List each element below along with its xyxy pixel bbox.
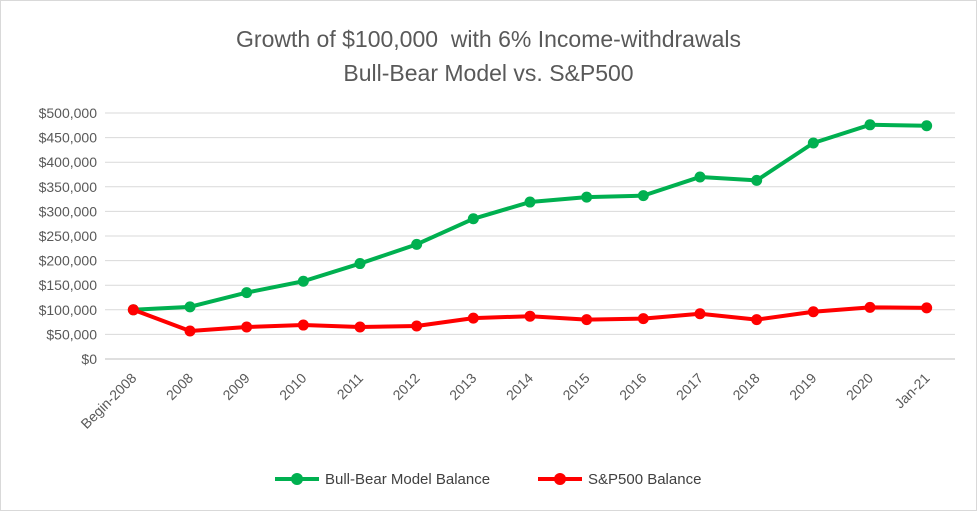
x-tick-label: 2013: [446, 370, 479, 403]
data-point-sp500: [127, 304, 139, 316]
legend-item-bull-bear: Bull-Bear Model Balance: [275, 468, 490, 490]
y-axis: $0 $50,000 $100,000 $150,000 $200,000 $250,00…: [39, 105, 98, 367]
data-point-sp500: [184, 325, 196, 337]
data-point-bull-bear: [354, 258, 366, 270]
data-point-sp500: [524, 310, 536, 322]
x-tick-label: Jan-21: [891, 370, 933, 412]
data-point-bull-bear: [921, 120, 933, 132]
x-tick-label: 2015: [559, 370, 592, 403]
y-tick-label: $250,000: [39, 228, 98, 244]
chart-title-block: Growth of $100,000 with 6% Income-withdr…: [0, 22, 977, 90]
data-point-sp500: [411, 320, 423, 332]
y-tick-label: $50,000: [46, 326, 97, 342]
data-point-sp500: [694, 308, 706, 320]
data-point-bull-bear: [411, 238, 423, 250]
data-point-bull-bear: [467, 213, 479, 225]
data-point-bull-bear: [297, 275, 309, 287]
data-point-sp500: [807, 306, 819, 318]
chart-title: Growth of $100,000 with 6% Income-withdr…: [236, 26, 741, 52]
data-point-bull-bear: [581, 191, 593, 203]
data-point-sp500: [241, 321, 253, 333]
x-tick-label: 2008: [163, 370, 196, 403]
data-point-bull-bear: [807, 137, 819, 149]
x-tick-label: 2020: [843, 370, 876, 403]
gridlines: [105, 112, 955, 360]
data-point-sp500: [864, 301, 876, 313]
x-tick-label: 2016: [616, 370, 649, 403]
data-point-sp500: [467, 312, 479, 324]
data-point-bull-bear: [694, 171, 706, 183]
x-tick-label: Begin-2008: [77, 370, 139, 432]
chart-subtitle: Bull-Bear Model vs. S&P500: [343, 60, 634, 86]
y-tick-label: $450,000: [39, 130, 98, 146]
y-tick-label: $200,000: [39, 253, 98, 269]
x-tick-label: 2009: [219, 370, 252, 403]
x-axis: Begin-2008 2008 2009 2010 2011 2012 2013 2014 20…: [77, 370, 932, 432]
data-point-bull-bear: [184, 301, 196, 313]
y-tick-label: $300,000: [39, 203, 98, 219]
data-point-sp500: [751, 314, 763, 326]
series-line-bull-bear: [131, 122, 929, 312]
x-tick-label: 2010: [276, 370, 309, 403]
legend: Bull-Bear Model Balance S&P500 Balance: [0, 468, 977, 490]
legend-marker-bull-bear: [275, 468, 319, 490]
data-point-sp500: [921, 302, 933, 314]
legend-marker-sp500: [538, 468, 582, 490]
y-tick-label: $0: [81, 351, 97, 367]
x-tick-label: 2019: [786, 370, 819, 403]
data-point-sp500: [581, 314, 593, 326]
legend-label-bull-bear: Bull-Bear Model Balance: [325, 470, 491, 488]
data-point-bull-bear: [241, 287, 253, 299]
data-point-bull-bear: [524, 196, 536, 208]
y-tick-label: $350,000: [39, 179, 98, 195]
legend-label-sp500: S&P500 Balance: [588, 470, 702, 488]
data-point-sp500: [637, 313, 649, 325]
data-point-sp500: [297, 319, 309, 331]
y-tick-label: $150,000: [39, 277, 98, 293]
data-point-bull-bear: [637, 190, 649, 202]
legend-item-sp500: S&P500 Balance: [538, 468, 701, 490]
data-point-bull-bear: [864, 119, 876, 131]
x-tick-label: 2014: [503, 370, 536, 403]
data-point-bull-bear: [751, 174, 763, 186]
y-tick-label: $100,000: [39, 302, 98, 318]
y-tick-label: $500,000: [39, 105, 98, 121]
y-tick-label: $400,000: [39, 154, 98, 170]
series-group: [127, 119, 933, 337]
data-point-sp500: [354, 321, 366, 333]
x-tick-label: 2012: [389, 370, 422, 403]
x-tick-label: 2017: [673, 370, 706, 403]
x-tick-label: 2018: [729, 370, 762, 403]
x-tick-label: 2011: [334, 370, 367, 403]
